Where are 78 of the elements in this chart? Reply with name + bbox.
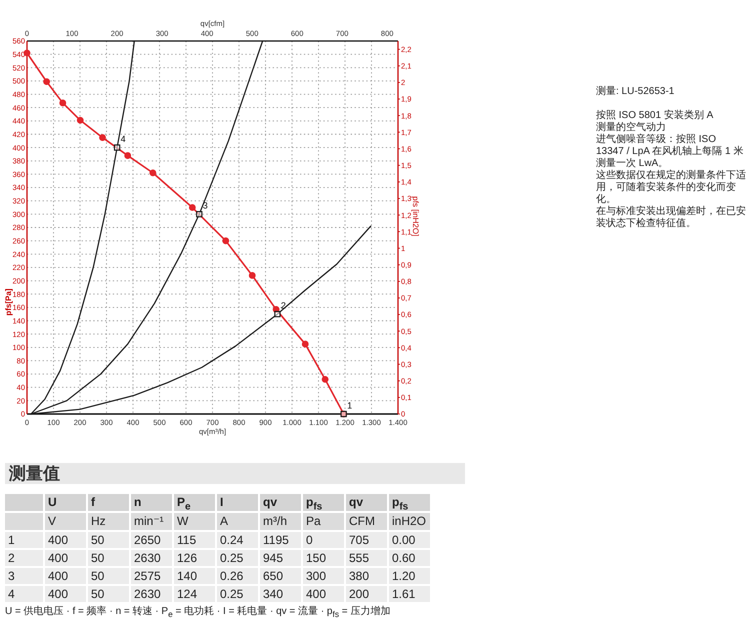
- data-label: 124: [174, 586, 215, 602]
- y-tick-label: 4: [5, 586, 43, 602]
- data-label: 1.20: [389, 568, 430, 584]
- point: [99, 134, 106, 141]
- data-label: 126: [174, 550, 215, 566]
- point: [124, 152, 132, 159]
- text: 这些数据仅在规定的测量条件下适用，可随着安装条件的变化而变化。: [596, 170, 746, 206]
- data-label: 340: [260, 586, 301, 602]
- x-tick-label: qv CFM: [348, 494, 376, 530]
- point: [248, 272, 256, 279]
- data-label: 400: [45, 586, 86, 602]
- annotation: 4: [120, 134, 126, 144]
- data-label: 115: [174, 532, 215, 548]
- x-tick-label: p$_{fs}$ inH2O: [391, 494, 428, 530]
- point: [272, 306, 280, 313]
- y-tick-label: 3: [5, 568, 43, 584]
- text: 测量的空气动力: [596, 122, 667, 134]
- x-tick-label: P$_{e}$ W: [176, 494, 192, 530]
- point: [43, 78, 50, 86]
- data-label: 50: [88, 586, 129, 602]
- chart-title: 测量值: [5, 463, 465, 484]
- data-label: 400: [303, 586, 344, 602]
- x-tick-label: n min⁻¹: [133, 494, 165, 530]
- point: [188, 204, 196, 211]
- y-axis-title: pfs[Pa]: [4, 288, 13, 316]
- data-label: 50: [88, 532, 129, 548]
- annotation: 2: [280, 300, 286, 311]
- text: 按照 ISO 5801 安装类别 A: [596, 110, 714, 122]
- data-label: 400: [45, 568, 86, 584]
- data-label: 945: [260, 550, 301, 566]
- point: [114, 144, 120, 151]
- data-label: 0.25: [217, 550, 258, 566]
- data-label: 2575: [131, 568, 172, 584]
- data-label: 2650: [131, 532, 172, 548]
- x-tick-label: U V: [47, 494, 58, 530]
- y2-axis-title: pfs [inH2O]: [411, 196, 420, 236]
- data-label: 140: [174, 568, 215, 584]
- point: [302, 340, 309, 348]
- data-label: 300: [303, 568, 344, 584]
- y-tick-label: 1: [5, 532, 43, 548]
- data-label: 0.00: [389, 532, 430, 548]
- data-label: 50: [88, 550, 129, 566]
- data-label: 0.24: [217, 532, 258, 548]
- y-tick-label: 2: [5, 550, 43, 566]
- data-label: 1.61: [389, 586, 430, 602]
- data-label: 650: [260, 568, 301, 584]
- text: 在与标准安装出现偏差时，在已安装状态下检查特征值。: [596, 206, 746, 230]
- x-tick-label: f Hz: [90, 494, 107, 530]
- point: [222, 237, 230, 244]
- text: 进气侧噪音等级：按照 ISO 13347 / LpA 在风机轴上每隔 1 米测量一次 LwA。: [596, 134, 744, 170]
- data-label: 0: [303, 532, 344, 548]
- annotation: 1: [347, 400, 352, 410]
- x-tick-label: I A: [219, 494, 230, 530]
- data-label: 0.26: [217, 568, 258, 584]
- data-label: 0.25: [217, 586, 258, 602]
- data-label: 400: [45, 532, 86, 548]
- data-label: 150: [303, 550, 344, 566]
- x-tick-label: qv m³/h: [262, 494, 288, 530]
- point: [76, 116, 84, 124]
- data-label: 2630: [131, 550, 172, 566]
- point: [59, 100, 66, 106]
- data-label: 705: [346, 532, 387, 548]
- data-label: 2630: [131, 586, 172, 602]
- data-label: 200: [346, 586, 387, 602]
- data-label: 0.60: [389, 550, 430, 566]
- text: U = 供电电压 · f = 频率 · n = 转速 · P$_{e}$ = 电功耗 · I = 耗电量 · qv = 流量 · p$_{fs}$ = 压力增加: [5, 606, 392, 620]
- text: 测量: LU-52653-1: [596, 86, 676, 98]
- annotation: 3: [202, 200, 208, 211]
- data-label: 1195: [260, 532, 301, 548]
- point: [322, 376, 329, 383]
- point: [274, 310, 281, 318]
- point: [196, 211, 202, 218]
- x-tick-label: p$_{fs}$ Pa: [305, 494, 324, 530]
- point: [149, 169, 156, 176]
- data-label: 380: [346, 568, 387, 584]
- data-label: 400: [45, 550, 86, 566]
- data-label: 50: [88, 568, 129, 584]
- data-label: 555: [346, 550, 387, 566]
